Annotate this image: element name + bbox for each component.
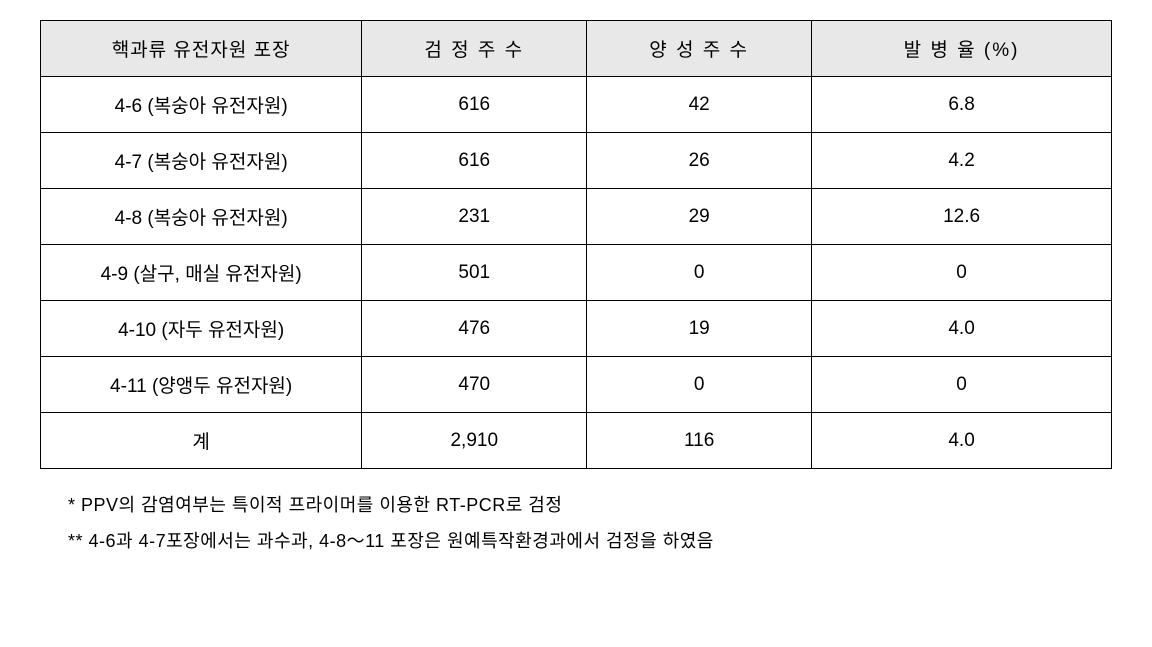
row-positive: 19 <box>587 301 812 357</box>
row-tested: 2,910 <box>362 413 587 469</box>
row-label: 4-11 (양앵두 유전자원) <box>41 357 362 413</box>
row-rate: 4.0 <box>812 301 1112 357</box>
header-col4: 발 병 율 (%) <box>812 21 1112 77</box>
table-row: 4-6 (복숭아 유전자원) 616 42 6.8 <box>41 77 1112 133</box>
table-row-total: 계 2,910 116 4.0 <box>41 413 1112 469</box>
table-row: 4-7 (복숭아 유전자원) 616 26 4.2 <box>41 133 1112 189</box>
row-rate: 0 <box>812 357 1112 413</box>
table-header-row: 핵과류 유전자원 포장 검 정 주 수 양 성 주 수 발 병 율 (%) <box>41 21 1112 77</box>
row-rate: 6.8 <box>812 77 1112 133</box>
row-rate: 12.6 <box>812 189 1112 245</box>
row-rate: 0 <box>812 245 1112 301</box>
row-tested: 616 <box>362 77 587 133</box>
row-label: 계 <box>41 413 362 469</box>
row-label: 4-7 (복숭아 유전자원) <box>41 133 362 189</box>
row-label: 4-10 (자두 유전자원) <box>41 301 362 357</box>
footnote-2: ** 4-6과 4-7포장에서는 과수과, 4-8～11 포장은 원예특작환경과… <box>68 523 1112 559</box>
data-table: 핵과류 유전자원 포장 검 정 주 수 양 성 주 수 발 병 율 (%) 4-… <box>40 20 1112 469</box>
row-positive: 0 <box>587 357 812 413</box>
row-positive: 116 <box>587 413 812 469</box>
row-tested: 231 <box>362 189 587 245</box>
row-label: 4-8 (복숭아 유전자원) <box>41 189 362 245</box>
row-label: 4-6 (복숭아 유전자원) <box>41 77 362 133</box>
row-tested: 470 <box>362 357 587 413</box>
table-row: 4-10 (자두 유전자원) 476 19 4.0 <box>41 301 1112 357</box>
table-row: 4-9 (살구, 매실 유전자원) 501 0 0 <box>41 245 1112 301</box>
footnote-1: * PPV의 감염여부는 특이적 프라이머를 이용한 RT-PCR로 검정 <box>68 487 1112 523</box>
header-col3: 양 성 주 수 <box>587 21 812 77</box>
row-label: 4-9 (살구, 매실 유전자원) <box>41 245 362 301</box>
row-positive: 0 <box>587 245 812 301</box>
row-positive: 42 <box>587 77 812 133</box>
header-col1: 핵과류 유전자원 포장 <box>41 21 362 77</box>
row-positive: 26 <box>587 133 812 189</box>
row-rate: 4.0 <box>812 413 1112 469</box>
row-positive: 29 <box>587 189 812 245</box>
row-tested: 476 <box>362 301 587 357</box>
table-row: 4-8 (복숭아 유전자원) 231 29 12.6 <box>41 189 1112 245</box>
header-col2: 검 정 주 수 <box>362 21 587 77</box>
row-tested: 501 <box>362 245 587 301</box>
table-row: 4-11 (양앵두 유전자원) 470 0 0 <box>41 357 1112 413</box>
row-rate: 4.2 <box>812 133 1112 189</box>
footnotes-section: * PPV의 감염여부는 특이적 프라이머를 이용한 RT-PCR로 검정 **… <box>40 487 1112 559</box>
row-tested: 616 <box>362 133 587 189</box>
